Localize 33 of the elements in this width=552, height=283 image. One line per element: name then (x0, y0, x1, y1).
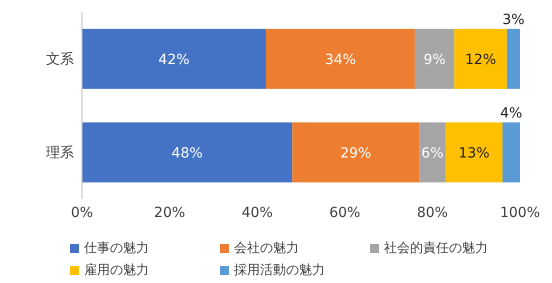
y-tick-label: 理系 (46, 145, 74, 162)
bar (454, 28, 507, 89)
x-tick-label: 60% (329, 204, 360, 221)
bar (446, 122, 502, 182)
bar (506, 28, 520, 89)
bar (419, 122, 446, 182)
bar (502, 122, 520, 182)
legend-label: 会社の魅力 (233, 240, 300, 257)
x-tick-label: 0% (70, 204, 94, 221)
legend-label: 雇用の魅力 (83, 262, 150, 279)
data-label: 3% (502, 12, 525, 28)
data-label: 13% (458, 145, 490, 162)
data-label: 4% (500, 105, 522, 122)
bar (414, 28, 454, 89)
x-tick-label: 20% (154, 204, 186, 221)
bar (292, 122, 420, 182)
data-label: 48% (172, 145, 203, 162)
data-label: 6% (421, 145, 444, 162)
data-label: 29% (340, 145, 372, 162)
bar (82, 122, 292, 182)
y-tick-label: 文系 (46, 52, 74, 68)
bar (82, 28, 266, 89)
data-label: 34% (324, 52, 356, 68)
data-label: 42% (158, 52, 190, 68)
bar (266, 28, 415, 89)
legend-label: 採用活動の魅力 (233, 262, 326, 279)
x-tick-label: 80% (416, 204, 448, 221)
legend-label: 社会的責任の魅力 (383, 240, 489, 257)
legend-label: 仕事の魅力 (83, 240, 150, 257)
x-tick-label: 40% (242, 204, 273, 221)
x-tick-label: 100% (500, 204, 540, 221)
data-label: 9% (423, 52, 446, 68)
data-label: 12% (465, 52, 496, 68)
